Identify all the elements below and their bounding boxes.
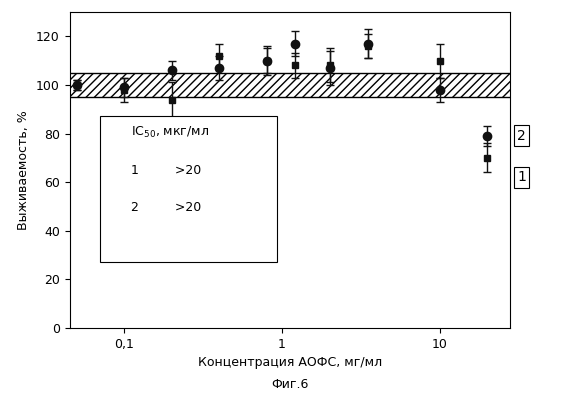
Text: 2: 2: [517, 129, 525, 143]
Text: IC$_{50}$, мкг/мл: IC$_{50}$, мкг/мл: [131, 124, 209, 140]
Y-axis label: Выживаемость, %: Выживаемость, %: [17, 110, 30, 230]
Text: 1: 1: [517, 170, 526, 184]
Text: 1         >20: 1 >20: [131, 164, 202, 176]
FancyBboxPatch shape: [100, 116, 277, 262]
X-axis label: Концентрация АОФС, мг/мл: Концентрация АОФС, мг/мл: [198, 356, 382, 369]
Text: Фиг.6: Фиг.6: [271, 378, 309, 391]
Text: 2         >20: 2 >20: [131, 202, 202, 214]
